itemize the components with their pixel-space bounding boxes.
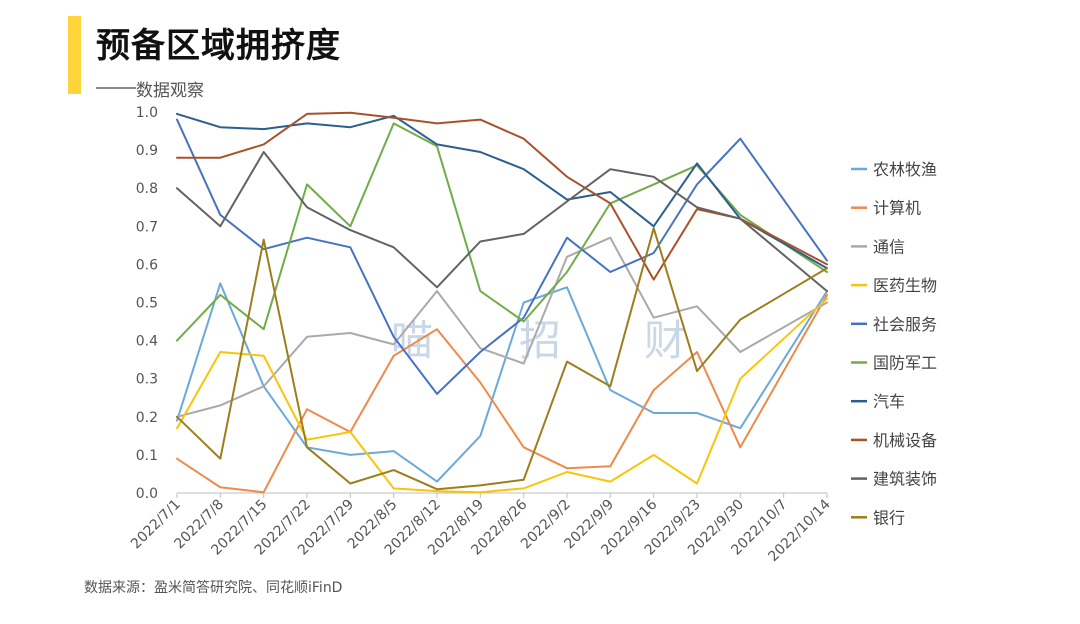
series-line bbox=[176, 122, 828, 342]
legend-label: 农林牧渔 bbox=[873, 160, 937, 179]
legend-label: 银行 bbox=[873, 508, 905, 527]
series-line bbox=[176, 282, 828, 483]
y-tick-label: 0.8 bbox=[136, 181, 158, 197]
legend-label: 机械设备 bbox=[873, 431, 937, 450]
y-tick-label: 0.3 bbox=[136, 372, 158, 388]
data-source-note: 数据来源：盈米简答研究院、同花顺iFinD bbox=[84, 580, 343, 596]
legend-label: 通信 bbox=[873, 237, 905, 256]
page-subtitle: 数据观察 bbox=[136, 81, 204, 101]
y-tick-label: 0.7 bbox=[136, 219, 158, 235]
legend-label: 医药生物 bbox=[873, 276, 937, 295]
y-tick-label: 0.9 bbox=[136, 143, 158, 159]
y-tick-label: 1.0 bbox=[136, 105, 158, 121]
y-tick-label: 0.5 bbox=[136, 296, 158, 312]
series-line bbox=[176, 293, 828, 494]
y-tick-label: 0.6 bbox=[136, 257, 158, 273]
legend-label: 社会服务 bbox=[873, 315, 937, 334]
series-line bbox=[176, 236, 828, 418]
y-tick-label: 0.2 bbox=[136, 410, 158, 426]
title-accent-bar bbox=[68, 16, 81, 94]
series-line bbox=[176, 111, 828, 281]
watermark-char: 财 bbox=[644, 316, 686, 365]
page-title: 预备区域拥挤度 bbox=[96, 26, 341, 66]
legend-label: 建筑装饰 bbox=[873, 470, 937, 489]
y-tick-label: 0.0 bbox=[136, 486, 158, 502]
y-tick-label: 0.1 bbox=[136, 448, 158, 464]
series-line bbox=[176, 297, 828, 494]
y-tick-label: 0.4 bbox=[136, 334, 158, 350]
legend-label: 计算机 bbox=[873, 199, 921, 218]
legend-label: 汽车 bbox=[873, 392, 905, 411]
legend-label: 国防军工 bbox=[873, 354, 937, 373]
subtitle-dash bbox=[96, 87, 136, 89]
series-line bbox=[176, 118, 828, 395]
series-line bbox=[176, 227, 828, 491]
series-line bbox=[176, 112, 828, 270]
series-line bbox=[176, 151, 828, 293]
